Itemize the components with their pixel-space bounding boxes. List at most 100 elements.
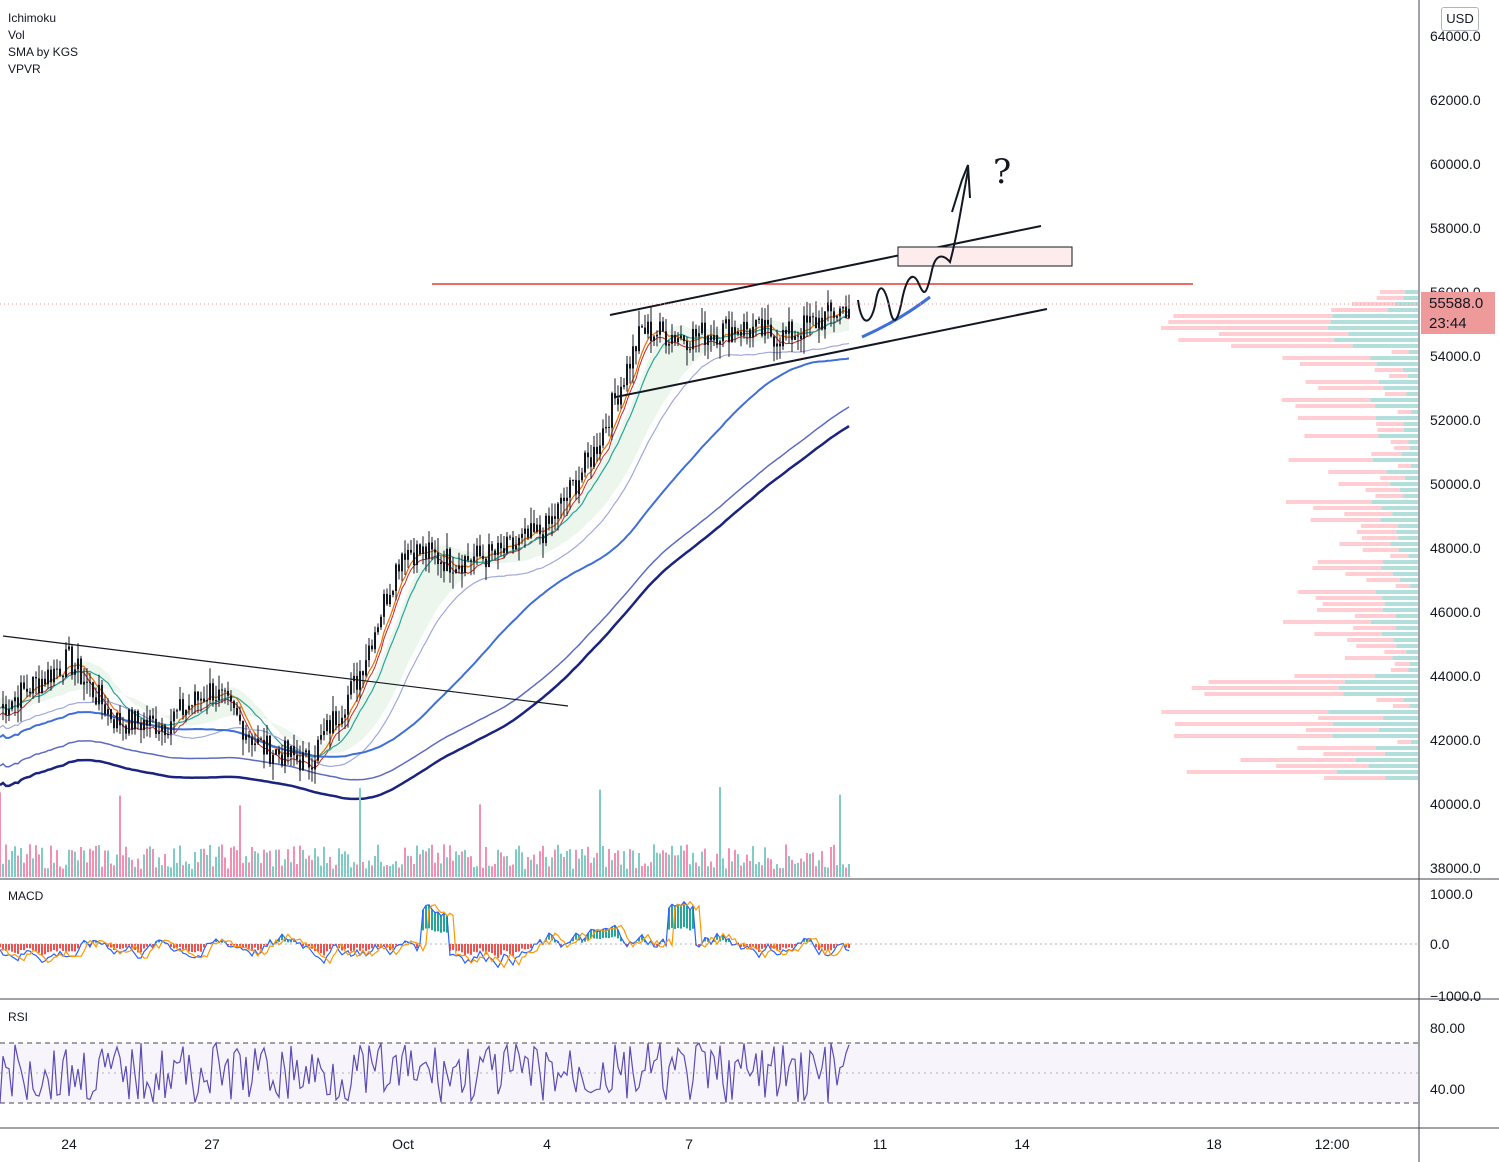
volume-bar [389,866,391,877]
volume-bar [437,852,439,877]
volume-bar [446,857,448,877]
candle-body [683,335,685,341]
candle-body [95,697,97,705]
volume-bar [476,866,478,877]
macd-histogram-bar [56,944,58,952]
macd-histogram-bar [824,944,826,951]
vpvr-bar-up [1395,614,1418,618]
vpvr-bar-down [1384,650,1407,654]
macd-histogram-bar [14,944,16,953]
volume-bar [326,863,328,877]
candle-body [236,708,238,715]
macd-histogram-bar [44,944,46,955]
candle-body [224,690,226,692]
candle-body [47,669,49,685]
volume-bar [782,868,784,877]
volume-bar [5,844,7,877]
volume-bar [152,848,154,877]
macd-histogram-bar [68,944,70,952]
macd-histogram-bar [383,944,385,945]
candle-body [383,593,385,617]
macd-histogram-bar [641,934,643,941]
candle-body [107,709,109,715]
macd-histogram-bar [608,929,610,939]
vpvr-bar-down [1356,530,1397,534]
macd-histogram-bar [626,944,628,946]
candle-body [203,698,205,702]
candle-body [62,675,64,678]
vpvr-bar-up [1409,704,1418,708]
macd-histogram-bar [836,944,838,945]
macd-histogram-bar [806,939,808,943]
volume-bar [488,865,490,877]
candle-body [170,721,172,735]
volume-bar [245,856,247,877]
candle-body [581,472,583,481]
indicator-label[interactable]: VPVR [8,62,41,76]
volume-bar [344,851,346,877]
volume-bar [638,853,640,877]
vpvr-bar-down [1354,614,1396,618]
candle-body [275,749,277,755]
vpvr-bar-up [1410,740,1418,744]
volume-bar [575,849,577,877]
candle-body [218,689,220,701]
vpvr-bar-down [1384,392,1407,396]
vpvr-bar-up [1382,560,1418,564]
price-tick-label: 40000.0 [1430,796,1481,812]
vpvr-bar-down [1347,638,1394,642]
macd-pane-label[interactable]: MACD [8,889,44,903]
volume-bar [416,845,418,877]
candle-body [617,398,619,405]
rsi-pane-label[interactable]: RSI [8,1010,29,1024]
vpvr-bar-up [1408,350,1418,354]
candle-body [56,668,58,670]
volume-bar [398,867,400,877]
volume-bar [89,848,91,877]
volume-bar [803,861,805,877]
vpvr-bar-down [1218,332,1349,336]
candle-body [254,743,256,746]
volume-bar [137,858,139,877]
volume-bar [539,851,541,877]
candle-body [650,321,652,341]
volume-bar [29,844,31,877]
bar-countdown: 23:44 [1429,315,1467,332]
candle-body [842,306,844,309]
macd-histogram-bar [125,944,127,948]
volume-bar [644,863,646,877]
candle-body [263,739,265,755]
vpvr-bar-down [1297,416,1376,420]
candle-body [287,740,289,757]
indicator-label[interactable]: Ichimoku [8,11,57,25]
volume-bar [383,866,385,877]
macd-histogram-bar [530,944,532,948]
candle-body [722,323,724,342]
indicator-label[interactable]: SMA by KGS [8,45,79,59]
volume-bar [212,866,214,877]
vpvr-bar-down [1178,338,1335,342]
volume-bar [710,861,712,877]
candle-body [725,319,727,324]
time-tick-label: 27 [204,1136,220,1152]
macd-histogram-bar [257,944,259,951]
volume-bar [254,851,256,877]
indicator-label[interactable]: Vol [8,28,25,42]
volume-bar [296,864,298,877]
currency-selector[interactable]: USD [1441,7,1479,31]
candle-body [347,694,349,715]
kijun-line [0,316,850,769]
volume-bar [131,859,133,877]
candle-body [791,321,793,340]
volume-bar [728,848,730,877]
candle-body [389,594,391,605]
macd-histogram-bar [248,944,250,949]
time-tick-label: 12:00 [1314,1136,1349,1152]
candle-body [167,734,169,736]
tenkan-line [0,309,850,763]
candle-body [530,523,532,538]
candle-body [767,319,769,325]
vpvr-histogram [1160,290,1418,780]
volume-bar [251,846,253,877]
